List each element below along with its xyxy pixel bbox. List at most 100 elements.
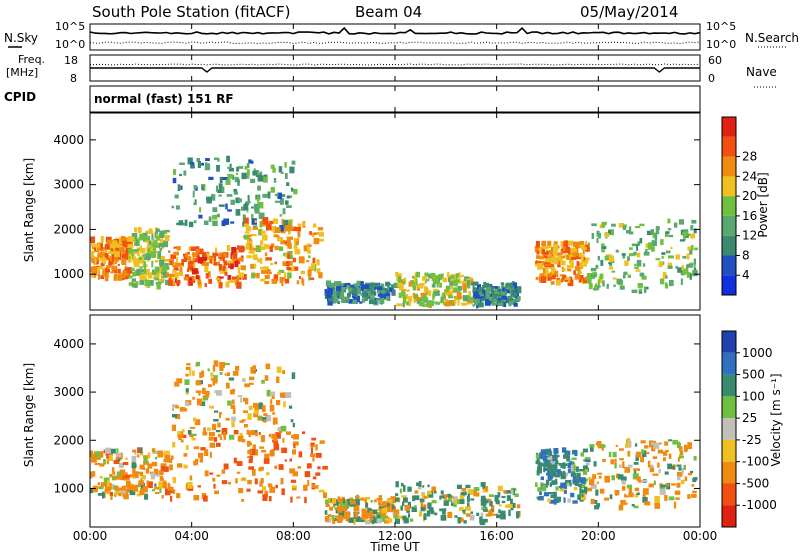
heatmap-cell-0 — [117, 276, 123, 281]
heatmap-cell-4 — [467, 493, 470, 497]
heatmap-cell-3 — [376, 498, 383, 501]
heatmap-cell-6 — [416, 297, 421, 304]
heatmap-cell-1 — [212, 477, 216, 482]
heatmap-cell-4 — [316, 268, 321, 274]
heatmap-cell-6 — [633, 462, 639, 465]
heatmap-cell-0 — [118, 489, 122, 491]
heatmap-cell-2 — [276, 366, 282, 373]
heatmap-cell-8 — [556, 259, 559, 265]
heatmap-cell-8 — [538, 247, 544, 253]
heatmap-cell-8 — [545, 258, 551, 263]
heatmap-cell-4 — [501, 500, 506, 504]
heatmap-cell-2 — [181, 429, 185, 433]
heatmap-cell-2 — [206, 253, 210, 260]
heatmap-cell-4 — [459, 498, 465, 505]
colorbar-swatch — [722, 352, 736, 375]
heatmap-cell-3 — [236, 166, 240, 172]
heatmap-cell-1 — [172, 441, 176, 448]
heatmap-cell-1 — [148, 240, 152, 245]
heatmap-cell-6 — [679, 446, 683, 452]
heatmap-cell-3 — [257, 175, 264, 182]
heatmap-cell-3 — [361, 514, 367, 520]
heatmap-cell-4 — [274, 245, 279, 251]
heatmap-cell-5 — [547, 464, 554, 471]
heatmap-cell-4 — [459, 507, 464, 511]
heatmap-cell-8 — [555, 252, 562, 256]
heatmap-cell-0 — [90, 487, 94, 494]
heatmap-cell-0 — [103, 268, 106, 273]
heatmap-cell-1 — [216, 442, 221, 447]
heatmap-cell-1 — [142, 232, 148, 237]
heatmap-cell-1 — [139, 245, 142, 251]
power-ylabel: Slant Range [km] — [22, 158, 36, 262]
heatmap-cell-2 — [269, 404, 275, 412]
heatmap-cell-4 — [313, 238, 320, 245]
ytick-label: 4000 — [53, 337, 84, 351]
heatmap-cell-1 — [262, 494, 268, 501]
heatmap-cell-6 — [641, 450, 647, 457]
heatmap-cell-3 — [257, 202, 264, 209]
heatmap-cell-3 — [247, 195, 250, 202]
heatmap-cell-9 — [591, 274, 597, 278]
heatmap-cell-3 — [254, 208, 260, 214]
heatmap-cell-2 — [190, 246, 197, 252]
heatmap-cell-0 — [126, 480, 131, 488]
heatmap-cell-1 — [180, 434, 187, 439]
heatmap-cell-6 — [646, 452, 650, 455]
heatmap-cell-5 — [331, 286, 335, 293]
heatmap-cell-9 — [682, 231, 688, 237]
heatmap-cell-2 — [187, 282, 191, 286]
heatmap-cell-3 — [193, 185, 197, 190]
heatmap-cell-4 — [480, 512, 484, 518]
colorbar-tick-label: 100 — [742, 389, 765, 403]
heatmap-cell-1 — [188, 433, 191, 437]
heatmap-cell-1 — [268, 433, 272, 438]
heatmap-cell-1 — [302, 431, 306, 434]
heatmap-cell-5 — [337, 300, 341, 305]
heatmap-cell-1 — [165, 259, 171, 262]
heatmap-cell-6 — [626, 437, 631, 444]
heatmap-cell-2 — [172, 255, 175, 259]
heatmap-cell-6 — [594, 499, 598, 504]
heatmap-cell-4 — [296, 227, 301, 232]
heatmap-cell-4 — [279, 276, 283, 283]
heatmap-cell-4 — [264, 252, 268, 257]
heatmap-cell-5 — [345, 282, 351, 286]
heatmap-cell-2 — [183, 408, 188, 412]
heatmap-cell-4 — [298, 276, 302, 280]
heatmap-cell-6 — [648, 483, 654, 488]
heatmap-cell-4 — [252, 249, 255, 254]
heatmap-cell-0 — [118, 492, 122, 497]
heatmap-cell-4 — [288, 220, 292, 226]
heatmap-cell-9 — [596, 230, 600, 237]
heatmap-cell-3 — [331, 515, 335, 520]
heatmap-cell-4 — [244, 231, 250, 234]
heatmap-cell-0 — [103, 449, 107, 454]
heatmap-cell-3 — [379, 508, 384, 515]
heatmap-cell-0 — [112, 242, 116, 250]
heatmap-cell-2 — [238, 257, 244, 262]
heatmap-cell-1 — [159, 255, 164, 260]
heatmap-cell-7 — [502, 288, 505, 292]
heatmap-cell-5 — [360, 293, 365, 296]
heatmap-cell-9 — [665, 275, 668, 279]
heatmap-cell-6 — [663, 451, 668, 456]
heatmap-cell-6 — [614, 463, 617, 469]
heatmap-cell-3 — [338, 515, 343, 521]
heatmap-cell-5 — [560, 464, 566, 469]
heatmap-cell-7 — [504, 302, 507, 308]
heatmap-cell-0 — [162, 453, 165, 456]
heatmap-cell-7 — [494, 293, 498, 299]
heatmap-cell-2 — [254, 409, 259, 415]
heatmap-cell-6 — [441, 273, 444, 279]
heatmap-cell-6 — [593, 461, 597, 467]
heatmap-cell-2 — [270, 399, 273, 405]
heatmap-cell-6 — [625, 495, 629, 498]
heatmap-cell-3 — [230, 221, 235, 224]
heatmap-cell-4 — [433, 491, 437, 494]
heatmap-cell-0 — [117, 263, 120, 267]
heatmap-cell-9 — [684, 229, 689, 234]
heatmap-cell-1 — [128, 253, 132, 257]
heatmap-cell-4 — [404, 504, 410, 511]
